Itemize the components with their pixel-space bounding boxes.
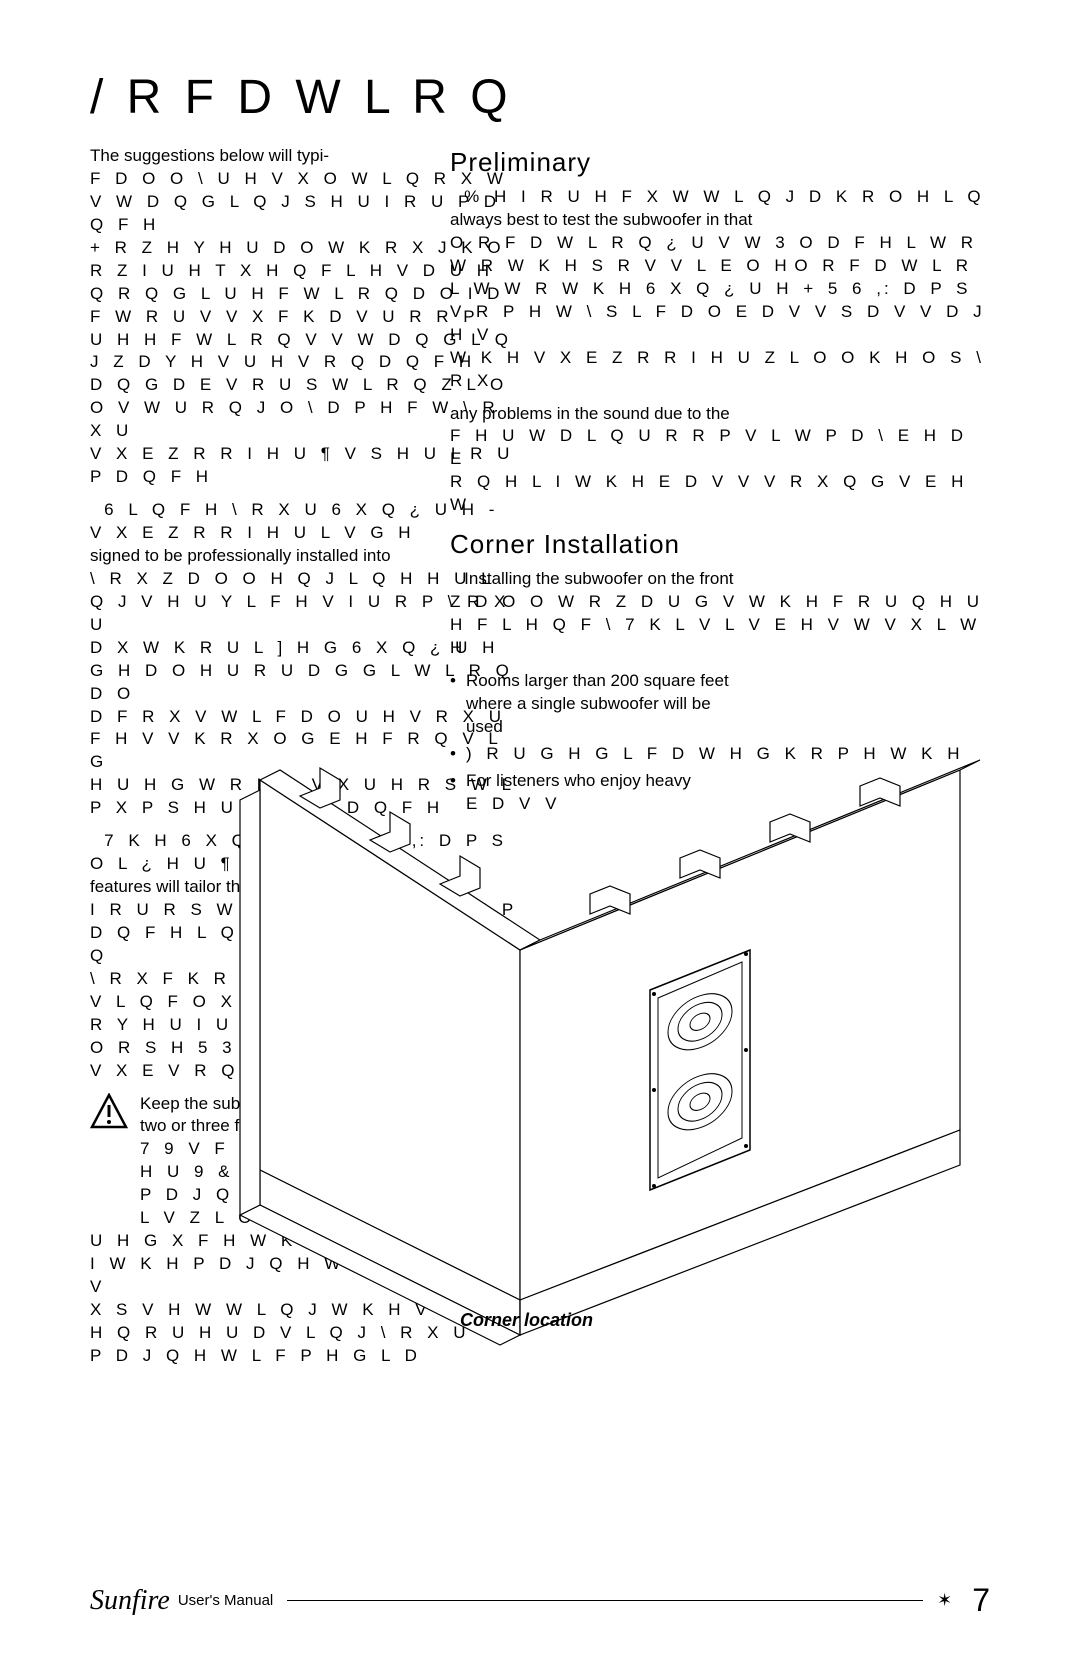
subheading-preliminary: Preliminary xyxy=(450,145,990,180)
body-columns: The suggestions below will typi- F D O O… xyxy=(90,145,990,765)
bullet-icon: • xyxy=(450,670,456,739)
text: H F L H Q F \ 7 K L V L V E H V W V X L … xyxy=(450,615,979,657)
right-column: Preliminary % H I R U H F X W W L Q J D … xyxy=(450,145,990,820)
text: O R F D W L R Q ¿ U V W 3 O D F H L W R xyxy=(450,233,976,252)
footer-label: User's Manual xyxy=(178,1592,273,1609)
diagram-caption: Corner location xyxy=(460,1310,593,1331)
text: F H U W D L Q U R R P V L W P D \ E H D … xyxy=(450,426,966,468)
text: F D O O \ U H V X O W L Q R X W V W D Q … xyxy=(90,169,506,234)
text: signed to be professionally installed in… xyxy=(90,546,391,565)
text: W R W K H S R V V L E O H xyxy=(450,256,790,275)
text: D X W K R U L ] H G 6 X Q ¿ U H G H D O … xyxy=(90,638,512,703)
para-r2: any problems in the sound due to the F H… xyxy=(450,403,990,518)
text: \ R X Z D O O H Q J L Q H H U L Q J V H … xyxy=(90,569,508,634)
text: D Q G D E V R U S W L R Q Z L O O V W U … xyxy=(90,375,506,440)
bullet-text: Rooms larger than 200 square feet where … xyxy=(466,670,729,739)
page-number: 7 xyxy=(972,1582,990,1619)
bullet-1: • Rooms larger than 200 square feet wher… xyxy=(450,670,990,739)
text: The suggestions below will typi- xyxy=(90,146,329,165)
text: used xyxy=(466,717,503,736)
footer-divider xyxy=(287,1600,923,1601)
brand-logo: Sunfire xyxy=(90,1585,170,1617)
text: V R P H W \ S L F D O E D V V S D V V D … xyxy=(450,302,985,344)
text: Q R Q G L U H F W L R Q D O I D F W R U … xyxy=(90,284,502,326)
text: where a single subwoofer will be xyxy=(466,694,711,713)
footer-star-icon: ✶ xyxy=(937,1590,952,1611)
text: W K H V X E Z R R I H U Z L O O K H O S … xyxy=(450,348,984,390)
page-title: / R F D W L R Q xyxy=(90,70,990,125)
text: always best to test the subwoofer in tha… xyxy=(450,210,752,229)
page-footer: Sunfire User's Manual ✶ 7 xyxy=(90,1582,990,1619)
subheading-corner: Corner Installation xyxy=(450,527,990,562)
text: U H H F W L R Q V V W D Q G L Q J Z D Y … xyxy=(90,330,511,372)
text: % H I R U H F X W W L Q J D K R O H L Q xyxy=(464,187,984,206)
text: Z D O O W R Z D U G V W K H F R U Q H U xyxy=(450,592,982,611)
corner-diagram xyxy=(90,740,990,1380)
para-r3: Installing the subwoofer on the front Z … xyxy=(450,568,990,660)
text: 6 L Q F H \ R X U 6 X Q ¿ U H - V X E Z … xyxy=(90,500,497,542)
text: L W W R W K H 6 X Q ¿ U H + 5 6 ,: D P S xyxy=(450,279,970,298)
text: O R F D W L R xyxy=(794,256,971,275)
text: R Q H L I W K H E D V V V R X Q G V E H … xyxy=(450,472,966,514)
text: Installing the subwoofer on the front xyxy=(464,569,733,588)
para-r1: % H I R U H F X W W L Q J D K R O H L Q … xyxy=(450,186,990,392)
text: Rooms larger than 200 square feet xyxy=(466,671,729,690)
text: any problems in the sound due to the xyxy=(450,404,730,423)
text: + R Z H Y H U D O W K R X J K O R Z I U … xyxy=(90,238,504,280)
